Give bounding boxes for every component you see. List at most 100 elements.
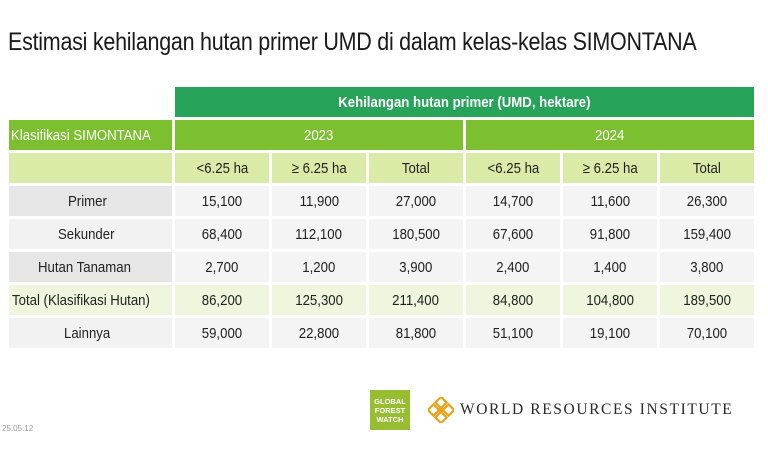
table-cell: 180,500 bbox=[369, 219, 463, 249]
subheader-blank-cell bbox=[9, 153, 172, 183]
table-cell: 2,700 bbox=[175, 252, 269, 282]
row-label-text: Total (Klasifikasi Hutan) bbox=[12, 291, 151, 309]
gfw-logo-line: FOREST bbox=[374, 405, 406, 415]
page-title: Estimasi kehilangan hutan primer UMD di … bbox=[8, 28, 697, 56]
cell-value: 84,800 bbox=[492, 291, 534, 309]
wri-logo-text: WORLD RESOURCES INSTITUTE bbox=[460, 401, 734, 418]
cell-value: 125,300 bbox=[295, 291, 343, 309]
table-cell: 15,100 bbox=[175, 186, 269, 216]
cell-value: 26,300 bbox=[686, 192, 728, 210]
subheader-text: ≥ 6.25 ha bbox=[582, 159, 638, 177]
wri-emblem-icon bbox=[428, 397, 454, 423]
cell-value: 1,200 bbox=[302, 258, 336, 276]
cell-value: 189,500 bbox=[683, 291, 731, 309]
cell-value: 81,800 bbox=[395, 324, 437, 342]
row-label: Primer bbox=[9, 186, 172, 216]
table-cell: 84,800 bbox=[466, 285, 560, 315]
table-cell: 1,200 bbox=[272, 252, 366, 282]
table-row-total: Total (Klasifikasi Hutan) 86,200 125,300… bbox=[9, 285, 754, 315]
table-cell: 91,800 bbox=[563, 219, 657, 249]
year-header-2024: 2024 bbox=[466, 120, 754, 150]
cell-value: 67,600 bbox=[492, 225, 534, 243]
cell-value: 3,900 bbox=[399, 258, 433, 276]
wri-logo: WORLD RESOURCES INSTITUTE bbox=[428, 397, 733, 423]
row-header-label-text: Klasifikasi SIMONTANA bbox=[11, 126, 151, 144]
table-cell: 112,100 bbox=[272, 219, 366, 249]
table-cell: 22,800 bbox=[272, 318, 366, 348]
subheader-cell: ≥ 6.25 ha bbox=[563, 153, 657, 183]
cell-value: 19,100 bbox=[589, 324, 631, 342]
cell-value: 68,400 bbox=[201, 225, 243, 243]
header-blank-cell bbox=[9, 87, 172, 117]
subheader-cell: Total bbox=[369, 153, 463, 183]
subheader-text: <6.25 ha bbox=[487, 159, 539, 177]
row-label: Hutan Tanaman bbox=[9, 252, 172, 282]
year-header-2023: 2023 bbox=[175, 120, 463, 150]
table-cell: 211,400 bbox=[369, 285, 463, 315]
main-header: Kehilangan hutan primer (UMD, hektare) bbox=[175, 87, 754, 117]
row-header-label: Klasifikasi SIMONTANA bbox=[9, 120, 172, 150]
cell-value: 211,400 bbox=[392, 291, 440, 309]
table-cell: 86,200 bbox=[175, 285, 269, 315]
gfw-logo-line: GLOBAL bbox=[374, 396, 406, 406]
cell-value: 159,400 bbox=[683, 225, 731, 243]
table-cell: 3,900 bbox=[369, 252, 463, 282]
row-label-text: Primer bbox=[68, 192, 108, 210]
cell-value: 112,100 bbox=[295, 225, 343, 243]
cell-value: 2,700 bbox=[205, 258, 239, 276]
table-row: Hutan Tanaman 2,700 1,200 3,900 2,400 1,… bbox=[9, 252, 754, 282]
cell-value: 11,900 bbox=[299, 192, 339, 210]
table-cell: 11,600 bbox=[563, 186, 657, 216]
row-label: Total (Klasifikasi Hutan) bbox=[9, 285, 172, 315]
cell-value: 91,800 bbox=[589, 225, 631, 243]
subheader-text: <6.25 ha bbox=[196, 159, 248, 177]
cell-value: 22,800 bbox=[298, 324, 340, 342]
table-cell: 11,900 bbox=[272, 186, 366, 216]
table-cell: 189,500 bbox=[660, 285, 754, 315]
cell-value: 70,100 bbox=[686, 324, 728, 342]
version-label: 25.05.12 bbox=[2, 424, 34, 433]
row-label-text: Sekunder bbox=[58, 225, 115, 243]
row-label: Sekunder bbox=[9, 219, 172, 249]
table-cell: 125,300 bbox=[272, 285, 366, 315]
cell-value: 3,800 bbox=[690, 258, 724, 276]
table-cell: 27,000 bbox=[369, 186, 463, 216]
table-cell: 19,100 bbox=[563, 318, 657, 348]
main-header-text: Kehilangan hutan primer (UMD, hektare) bbox=[338, 93, 591, 111]
table-cell: 81,800 bbox=[369, 318, 463, 348]
row-label-text: Lainnya bbox=[64, 324, 111, 342]
table-cell: 70,100 bbox=[660, 318, 754, 348]
table-row: Sekunder 68,400 112,100 180,500 67,600 9… bbox=[9, 219, 754, 249]
table-cell: 26,300 bbox=[660, 186, 754, 216]
row-label: Lainnya bbox=[9, 318, 172, 348]
global-forest-watch-logo: GLOBAL FOREST WATCH bbox=[370, 390, 410, 430]
table-cell: 51,100 bbox=[466, 318, 560, 348]
table-cell: 104,800 bbox=[563, 285, 657, 315]
forest-loss-table: Kehilangan hutan primer (UMD, hektare) K… bbox=[6, 84, 757, 351]
cell-value: 14,700 bbox=[492, 192, 534, 210]
cell-value: 51,100 bbox=[492, 324, 534, 342]
cell-value: 2,400 bbox=[496, 258, 530, 276]
cell-value: 104,800 bbox=[586, 291, 634, 309]
year-2023-text: 2023 bbox=[304, 126, 334, 144]
table-cell: 3,800 bbox=[660, 252, 754, 282]
table-cell: 2,400 bbox=[466, 252, 560, 282]
table-cell: 159,400 bbox=[660, 219, 754, 249]
cell-value: 1,400 bbox=[593, 258, 627, 276]
subheader-cell: Total bbox=[660, 153, 754, 183]
gfw-logo-line: WATCH bbox=[376, 414, 404, 424]
table-cell: 1,400 bbox=[563, 252, 657, 282]
cell-value: 15,100 bbox=[201, 192, 243, 210]
cell-value: 27,000 bbox=[395, 192, 437, 210]
subheader-cell: ≥ 6.25 ha bbox=[272, 153, 366, 183]
year-2024-text: 2024 bbox=[595, 126, 625, 144]
subheader-cell: <6.25 ha bbox=[466, 153, 560, 183]
table-cell: 59,000 bbox=[175, 318, 269, 348]
subheader-text: Total bbox=[693, 159, 721, 177]
cell-value: 180,500 bbox=[392, 225, 440, 243]
subheader-text: ≥ 6.25 ha bbox=[291, 159, 347, 177]
table-row: Primer 15,100 11,900 27,000 14,700 11,60… bbox=[9, 186, 754, 216]
cell-value: 11,600 bbox=[590, 192, 630, 210]
subheader-cell: <6.25 ha bbox=[175, 153, 269, 183]
table-cell: 14,700 bbox=[466, 186, 560, 216]
